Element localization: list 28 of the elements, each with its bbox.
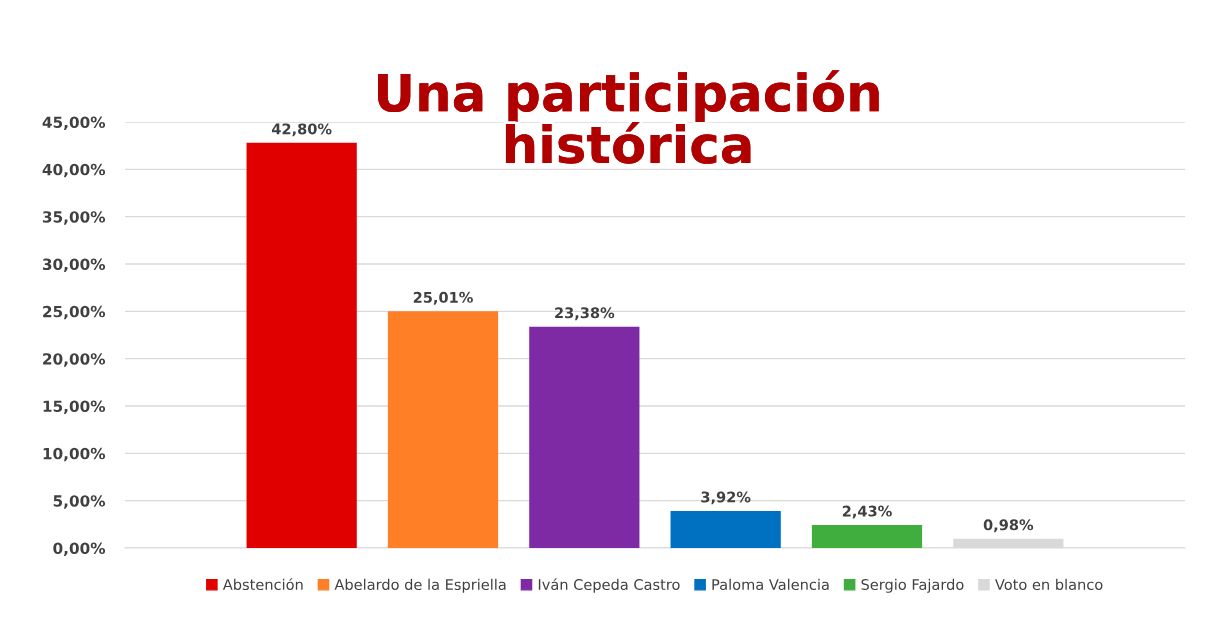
data-label: 0,98% — [983, 519, 1034, 533]
y-tick-label: 0,00% — [53, 542, 106, 556]
data-label: 23,38% — [555, 307, 615, 321]
y-tick-label: 20,00% — [43, 353, 106, 367]
y-tick-label: 30,00% — [42, 258, 106, 272]
y-tick-label: 40,00% — [42, 163, 106, 178]
y-tick-label: 10,00% — [43, 447, 106, 462]
y-tick-label: 35,00% — [42, 211, 106, 225]
data-label: 25,01% — [413, 291, 473, 305]
bar — [246, 142, 357, 548]
legend-label: Paloma Valencia — [712, 578, 829, 591]
legend-label: Iván Cepeda Castro — [538, 578, 680, 593]
bar — [387, 311, 499, 548]
legend-label: Voto en blanco — [995, 578, 1103, 591]
legend-label: Abelardo de la Espriella — [334, 578, 506, 593]
bar — [529, 326, 640, 548]
bar — [670, 510, 781, 548]
y-tick-label: 45,00% — [42, 116, 106, 130]
y-tick-label: 15,00% — [43, 400, 106, 414]
data-label: 2,43% — [842, 505, 892, 519]
data-label: 42,80% — [271, 123, 332, 137]
chart-title: Una participación histórica — [378, 70, 879, 164]
bar — [811, 525, 923, 548]
y-tick-label: 5,00% — [53, 495, 106, 509]
legend-label: Abstención — [222, 578, 303, 591]
y-tick-label: 25,00% — [43, 305, 106, 320]
data-label: 3,92% — [701, 491, 751, 505]
legend-label: Sergio Fajardo — [861, 578, 964, 593]
